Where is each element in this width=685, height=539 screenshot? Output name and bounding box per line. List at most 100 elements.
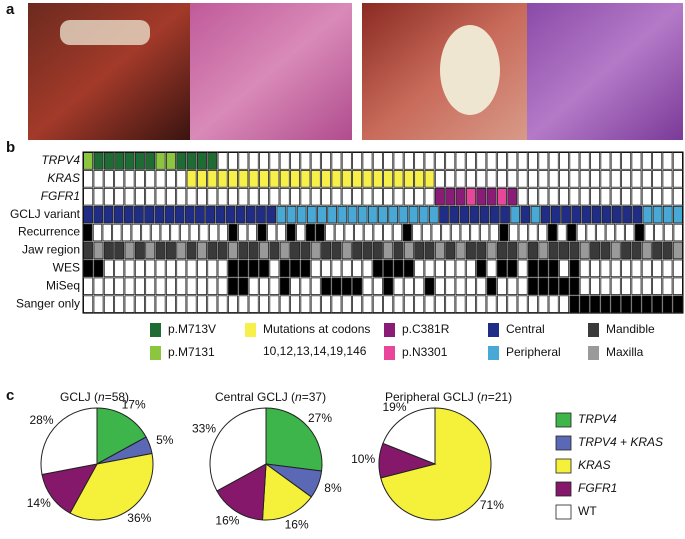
- cell: [476, 241, 487, 260]
- cell: [331, 241, 342, 260]
- cell: [134, 241, 145, 260]
- cell: [310, 295, 321, 313]
- cell: [393, 277, 404, 295]
- cell: [155, 152, 166, 170]
- cell: [144, 205, 154, 224]
- legend-swatch: [150, 323, 161, 337]
- cell: [489, 205, 500, 224]
- cell: [507, 170, 518, 188]
- cell: [652, 170, 663, 188]
- pie-title-part: GCLJ (: [60, 390, 98, 404]
- cell: [165, 241, 176, 260]
- cell: [352, 187, 363, 206]
- cell: [672, 187, 683, 206]
- cell: [621, 170, 632, 188]
- cell: [207, 241, 218, 260]
- cell: [403, 187, 414, 206]
- cell: [238, 187, 249, 206]
- cell: [499, 223, 509, 242]
- cell: [341, 277, 352, 295]
- cell: [662, 170, 673, 188]
- cell: [352, 241, 363, 260]
- pie-title-part: =58): [105, 390, 129, 404]
- cell: [596, 223, 606, 242]
- cell: [269, 241, 280, 260]
- cell: [550, 205, 561, 224]
- cell: [393, 170, 404, 188]
- cell: [528, 241, 538, 260]
- cell: [362, 241, 373, 260]
- cell: [267, 223, 277, 242]
- cell: [662, 241, 673, 260]
- cell: [590, 277, 601, 295]
- cell: [652, 277, 663, 295]
- cell: [434, 152, 445, 170]
- cell: [517, 259, 528, 278]
- pie-title-part: =21): [488, 390, 512, 404]
- cell: [248, 187, 259, 206]
- cell: [528, 170, 538, 188]
- cell: [145, 295, 156, 313]
- cell: [625, 223, 635, 242]
- cell: [652, 205, 663, 224]
- cell: [424, 241, 435, 260]
- cell: [631, 187, 642, 206]
- cell: [465, 187, 476, 206]
- cell: [207, 259, 218, 278]
- cell: [165, 295, 176, 313]
- cell: [310, 152, 321, 170]
- cell: [383, 259, 394, 278]
- panel-label: b: [6, 139, 15, 156]
- legend-swatch: [555, 435, 572, 451]
- cell: [83, 152, 94, 170]
- cell: [600, 259, 611, 278]
- cell: [217, 187, 228, 206]
- cell: [145, 241, 156, 260]
- cell: [434, 187, 445, 206]
- cell: [341, 295, 352, 313]
- pie-value-label: 28%: [30, 413, 54, 427]
- cell: [631, 170, 642, 188]
- cell: [269, 187, 280, 206]
- cell: [352, 259, 363, 278]
- cell: [672, 295, 683, 313]
- cell: [269, 170, 280, 188]
- cell: [124, 259, 135, 278]
- cell: [517, 295, 528, 313]
- legend-label: p.N3301: [402, 345, 448, 359]
- cell: [641, 277, 652, 295]
- cell: [393, 187, 404, 206]
- cell: [189, 223, 199, 242]
- cell: [610, 241, 621, 260]
- cell: [217, 277, 228, 295]
- cell: [496, 295, 507, 313]
- cell: [93, 187, 104, 206]
- cell: [179, 223, 190, 242]
- cell: [631, 295, 642, 313]
- cell: [344, 223, 354, 242]
- cell: [321, 152, 332, 170]
- cell: [424, 295, 435, 313]
- cell: [581, 205, 592, 224]
- cell: [279, 259, 290, 278]
- cell: [154, 205, 165, 224]
- cell: [145, 170, 156, 188]
- cell: [496, 152, 507, 170]
- row-label: KRAS: [47, 171, 80, 185]
- row-label: Recurrence: [18, 225, 80, 239]
- cell: [238, 259, 249, 278]
- pie-value-label: 19%: [383, 400, 407, 414]
- cell: [93, 259, 104, 278]
- cell: [114, 259, 125, 278]
- histology-image: [190, 3, 352, 140]
- cell: [170, 223, 180, 242]
- cell: [621, 187, 632, 206]
- cell: [114, 241, 125, 260]
- row-label: Jaw region: [22, 243, 80, 257]
- cell: [186, 152, 197, 170]
- cell: [114, 295, 125, 313]
- cell: [305, 223, 316, 242]
- cell: [634, 223, 645, 242]
- cell: [652, 259, 663, 278]
